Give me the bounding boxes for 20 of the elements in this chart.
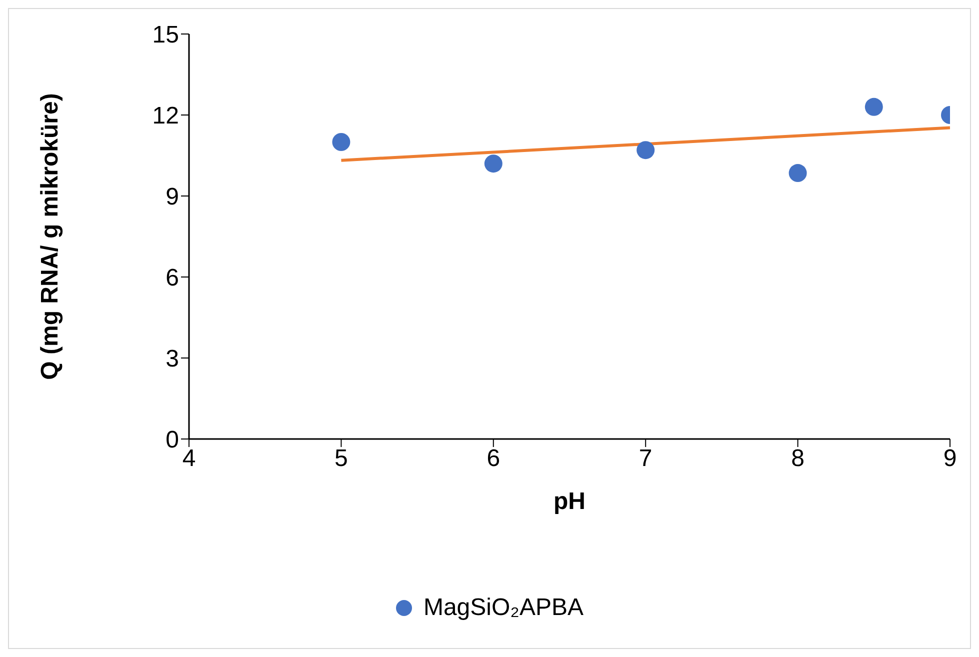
y-tick-label: 15 (152, 22, 179, 49)
y-tick-label: 9 (166, 184, 179, 211)
x-tick-label: 4 (182, 445, 196, 472)
x-tick-label: 6 (486, 445, 500, 472)
point (332, 133, 350, 151)
point (788, 164, 807, 182)
x-axis-title: pH (554, 488, 586, 515)
x-tick-label: 7 (638, 445, 652, 472)
point (484, 154, 502, 173)
x-tick-label: 8 (791, 445, 804, 472)
legend-label: MagSiO₂APBA (423, 594, 584, 622)
point (636, 141, 655, 160)
x-tick-label: 5 (334, 445, 348, 472)
y-axis-title: Q (mg RNA/ g mikroküre) (36, 93, 64, 380)
point (864, 98, 883, 116)
y-tick-label: 0 (166, 426, 179, 454)
y-tick-label: 6 (166, 264, 179, 292)
y-tick-label: 3 (166, 346, 179, 373)
y-tick-label: 12 (152, 102, 179, 130)
x-tick-label: 9 (943, 445, 957, 472)
